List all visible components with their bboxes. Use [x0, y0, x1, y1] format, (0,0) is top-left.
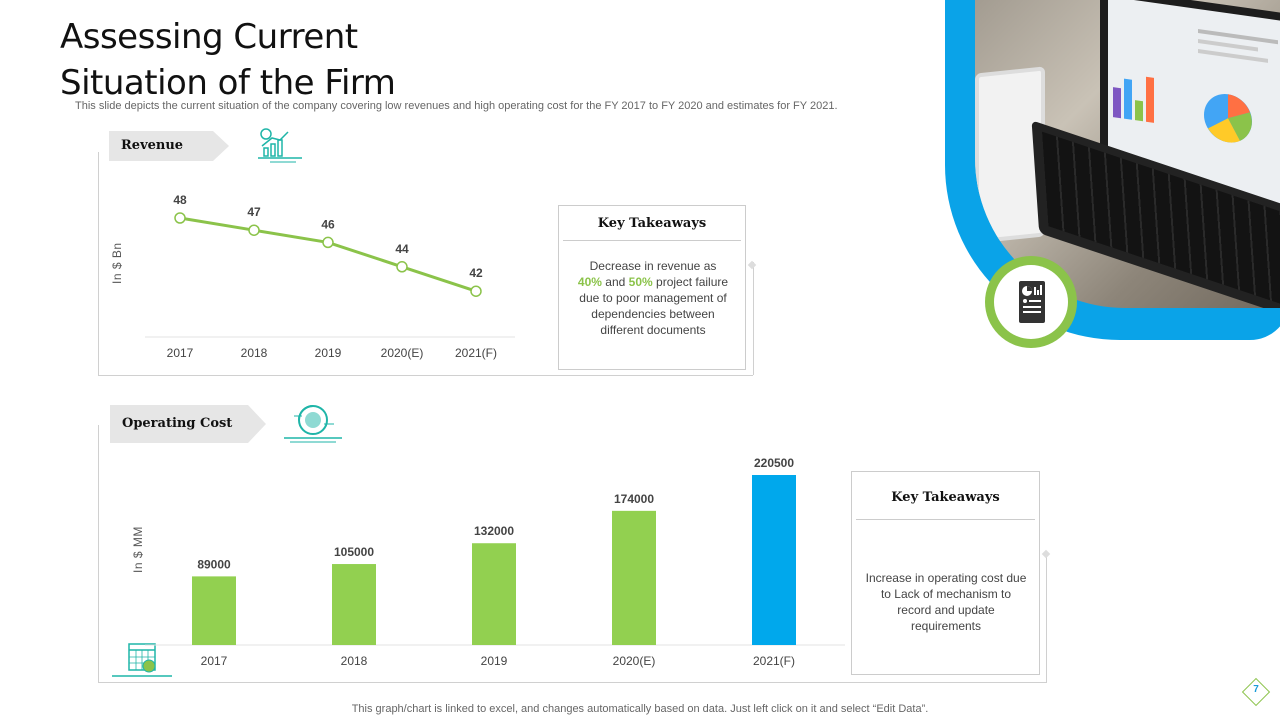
slide-subtitle: This slide depicts the current situation… — [75, 100, 838, 112]
growth-chart-icon — [256, 126, 304, 164]
calendar-money-icon — [112, 640, 174, 680]
x-tick-label: 2018 — [341, 654, 368, 668]
bar — [752, 475, 796, 645]
revenue-takeaway-text: Decrease in revenue as 40% and 50% projec… — [577, 259, 729, 337]
revenue-tag: Revenue — [109, 131, 229, 161]
bar — [612, 510, 656, 645]
operating-cost-y-axis-label: In $ MM — [131, 526, 145, 573]
revenue-y-axis-label: In $ Bn — [110, 242, 124, 284]
revenue-takeaway-box: Key Takeaways Decrease in revenue as 40% … — [558, 205, 746, 370]
operating-cost-section-frame — [98, 425, 1047, 683]
revenue-line-chart: 48 47 46 44 42 2017 2018 2019 2020(E) 2021(F) — [145, 193, 515, 360]
x-tick-label: 2019 — [481, 654, 508, 668]
report-badge — [985, 256, 1077, 348]
title-line-2: Situation of the Firm — [60, 63, 396, 103]
data-label: 132000 — [474, 524, 514, 538]
operating-cost-takeaway-box: Key Takeaways Increase in operating cost… — [851, 471, 1040, 675]
revenue-takeaway-title: Key Takeaways — [597, 216, 707, 231]
title-line-1: Assessing Current — [60, 17, 358, 57]
page-title: Assessing Current Situation of the Firm — [60, 14, 620, 106]
data-label: 47 — [247, 205, 261, 219]
x-tick-label: 2017 — [201, 654, 228, 668]
x-tick-label: 2020(E) — [381, 346, 424, 360]
data-label: 48 — [173, 193, 187, 207]
operating-cost-takeaway-title: Key Takeaways — [891, 490, 1000, 505]
data-label: 174000 — [614, 492, 654, 506]
x-tick-label: 2021(F) — [455, 346, 497, 360]
data-label: 105000 — [334, 545, 374, 559]
data-point — [470, 285, 482, 297]
data-label: 44 — [395, 242, 409, 256]
revenue-section-frame — [98, 152, 754, 376]
bar — [332, 564, 376, 645]
x-tick-label: 2017 — [167, 346, 194, 360]
data-point — [174, 212, 186, 224]
laptop-screen-image — [1100, 0, 1280, 222]
bar — [472, 543, 516, 645]
data-label: 46 — [321, 217, 335, 231]
data-label: 89000 — [197, 557, 231, 571]
highlight-40: 40% — [577, 275, 602, 289]
page-number: 7 — [1253, 684, 1259, 695]
operating-cost-takeaway-text: Increase in operating cost due to Lack o… — [865, 571, 1027, 633]
page-number-badge: 7 — [1241, 677, 1271, 707]
x-tick-label: 2018 — [241, 346, 268, 360]
operating-cost-bar-chart: 89000 105000 132000 174000 220500 2017 2018 201… — [145, 456, 845, 668]
data-point — [396, 261, 408, 273]
data-label: 42 — [469, 266, 483, 280]
laptop-photo-frame — [945, 0, 1280, 340]
data-point — [248, 224, 260, 236]
data-label: 220500 — [754, 456, 794, 470]
operating-cost-tag: Operating Cost — [110, 405, 266, 443]
bar — [192, 576, 236, 645]
data-point — [322, 236, 334, 249]
money-cycle-icon — [280, 402, 346, 446]
highlight-50: 50% — [628, 275, 653, 289]
report-document-icon — [1019, 281, 1045, 323]
x-tick-label: 2020(E) — [613, 654, 656, 668]
chart-footnote: This graph/chart is linked to excel, and… — [351, 703, 929, 715]
x-tick-label: 2019 — [315, 346, 342, 360]
x-tick-label: 2021(F) — [753, 654, 795, 668]
